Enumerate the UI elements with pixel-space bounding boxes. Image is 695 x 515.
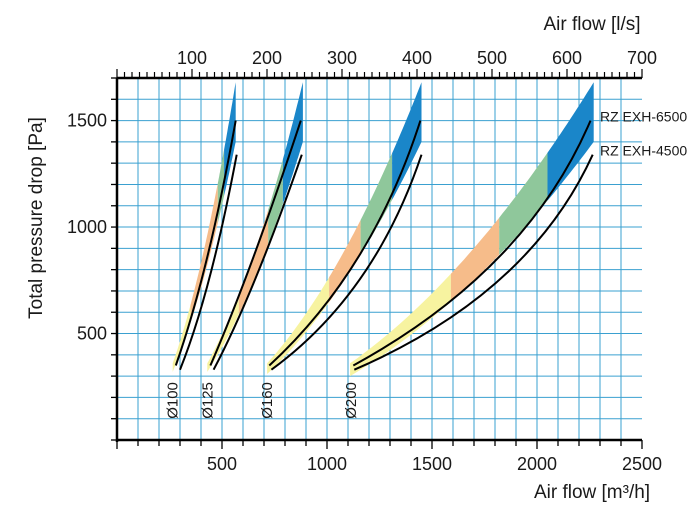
curves	[174, 120, 594, 371]
x-tick-label: 2000	[517, 454, 557, 474]
curve-d200-rz-exh-4500	[353, 154, 594, 371]
x2-tick-label: 100	[177, 48, 207, 68]
labels: 500 1000 1500 2000 2500 100 200 300 400 500 600 700…	[67, 48, 687, 474]
band-zone-yellow	[267, 277, 330, 374]
curve-d200-rz-exh-6500	[352, 120, 592, 367]
x-axis-title: Air flow [m³/h]	[534, 482, 650, 503]
curve-d100-rz-exh-6500	[174, 120, 237, 366]
band-zone-green	[499, 152, 548, 255]
curve-d100-rz-exh-4500	[179, 154, 238, 371]
curve-d160-rz-exh-6500	[268, 120, 422, 367]
curve-d125-rz-exh-4500	[212, 154, 303, 371]
x2-tick-label: 600	[552, 48, 582, 68]
diameter-label: Ø200	[343, 382, 360, 419]
diameter-label: Ø125	[200, 382, 217, 419]
x-tick-label: 1000	[307, 454, 347, 474]
curve-d125-rz-exh-6500	[209, 120, 302, 366]
x-tick-label: 1500	[412, 454, 452, 474]
y-axis-title: Total pressure drop [Pa]	[26, 117, 47, 319]
curve-label: RZ EXH-4500	[600, 142, 687, 158]
x2-tick-label: 300	[327, 48, 357, 68]
x-tick-label: 500	[207, 454, 237, 474]
band-zone-blue	[392, 82, 422, 200]
y-tick-label: 1500	[67, 111, 107, 131]
curve-d160-rz-exh-4500	[270, 154, 423, 371]
curve-label: RZ EXH-6500	[600, 108, 687, 124]
band-zone-green	[360, 153, 393, 255]
grid	[117, 78, 642, 440]
band-zone-orange	[450, 217, 500, 302]
x2-tick-label: 400	[402, 48, 432, 68]
band-zone-orange	[329, 220, 361, 303]
diameter-label: Ø160	[259, 382, 276, 419]
y-tick-label: 500	[77, 324, 107, 344]
x2-tick-label: 500	[477, 48, 507, 68]
x2-tick-label: 700	[627, 48, 657, 68]
band-zone-yellow	[350, 273, 451, 377]
x2-tick-label: 200	[252, 48, 282, 68]
axes	[111, 69, 643, 449]
band-zone-green	[268, 159, 283, 245]
y-tick-label: 1000	[67, 217, 107, 237]
operating-bands	[172, 82, 594, 377]
diameter-label: Ø100	[165, 382, 182, 419]
x-tick-label: 2500	[622, 454, 662, 474]
band-zone-orange	[190, 183, 218, 323]
band-zone-blue	[547, 82, 594, 201]
x2-axis-title: Air flow [l/s]	[543, 14, 640, 35]
band-zone-yellow	[172, 305, 191, 372]
